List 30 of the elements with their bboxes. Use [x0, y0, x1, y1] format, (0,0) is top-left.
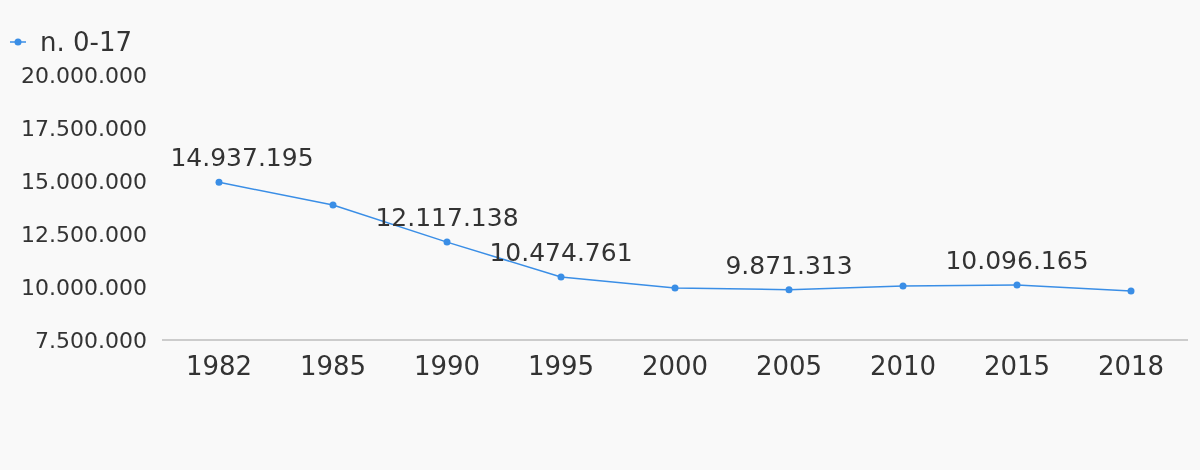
data-label: 14.937.195 [170, 143, 314, 173]
x-tick-label: 1985 [299, 351, 367, 381]
data-label: 10.474.761 [489, 237, 633, 267]
x-tick-label: 2015 [983, 351, 1051, 381]
y-tick-label: 20.000.000 [21, 62, 147, 88]
legend-label: n. 0-17 [40, 27, 133, 58]
point [899, 282, 907, 290]
y-tick-label: 10.000.000 [21, 274, 147, 300]
x-tick-label: 2005 [755, 351, 823, 381]
y-tick-label: 12.500.000 [21, 221, 147, 247]
y-tick-label: 17.500.000 [21, 115, 147, 141]
x-tick-label: 2018 [1097, 351, 1165, 381]
data-label: 12.117.138 [375, 203, 519, 233]
data-label: 10.096.165 [945, 245, 1089, 275]
point [215, 178, 223, 186]
point [443, 238, 451, 246]
point [557, 273, 565, 281]
x-tick-label: 1990 [413, 351, 481, 381]
point [1013, 281, 1021, 289]
point [785, 286, 793, 294]
point [671, 284, 679, 292]
x-tick-label: 2010 [869, 351, 937, 381]
x-tick-label: 1995 [527, 351, 595, 381]
data-label: 9.871.313 [725, 250, 853, 280]
point [329, 201, 337, 209]
x-tick-label: 2000 [641, 351, 709, 381]
y-tick-label: 15.000.000 [21, 168, 147, 194]
point [1127, 287, 1135, 295]
x-tick-label: 1982 [185, 351, 253, 381]
y-tick-label: 7.500.000 [35, 327, 147, 353]
